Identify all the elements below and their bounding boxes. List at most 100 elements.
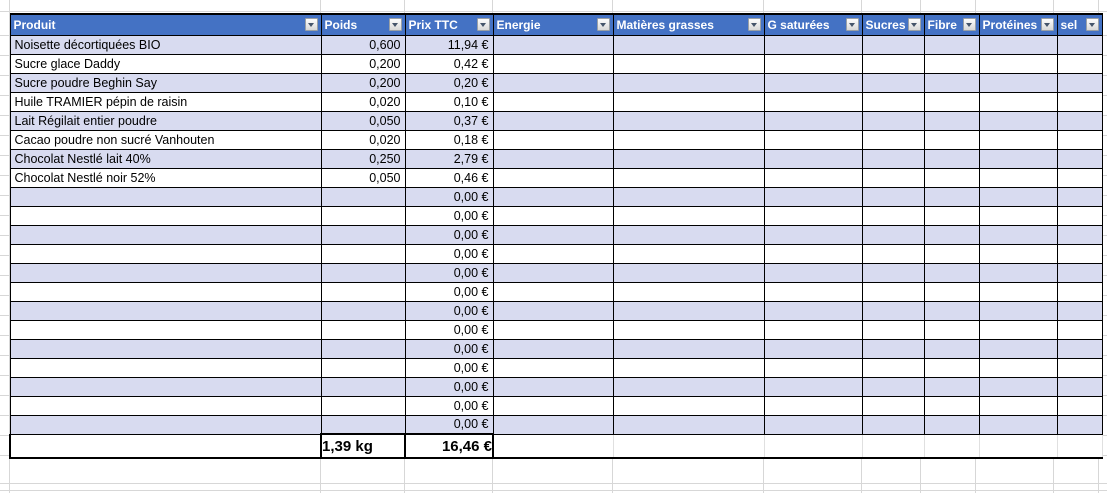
cell-produit[interactable] [9, 243, 322, 264]
cell-g_saturees[interactable] [763, 338, 863, 359]
column-header-prix-ttc[interactable]: Prix TTC [404, 13, 494, 36]
cell-poids[interactable] [320, 262, 406, 283]
cell-poids[interactable] [320, 338, 406, 359]
cell-prix[interactable]: 0,00 € [404, 300, 494, 321]
cell-sucres[interactable] [861, 110, 925, 131]
totals-empty-cell[interactable] [9, 433, 321, 459]
cell-poids[interactable]: 0,020 [320, 129, 406, 150]
cell-poids[interactable]: 0,200 [320, 53, 406, 74]
cell-proteines[interactable] [978, 319, 1058, 340]
cell-g_saturees[interactable] [763, 148, 863, 169]
cell-sucres[interactable] [861, 338, 925, 359]
cell-energie[interactable] [492, 243, 614, 264]
cell-sucres[interactable] [861, 319, 925, 340]
cell-fibre[interactable] [923, 414, 980, 435]
cell-produit[interactable]: Chocolat Nestlé noir 52% [9, 167, 322, 188]
cell-energie[interactable] [492, 34, 614, 55]
cell-fibre[interactable] [923, 72, 980, 93]
cell-sel[interactable] [1056, 53, 1103, 74]
cell-prix[interactable]: 0,00 € [404, 281, 494, 302]
cell-matieres_grasses[interactable] [612, 357, 765, 378]
cell-prix[interactable]: 11,94 € [404, 34, 494, 55]
cell-proteines[interactable] [978, 110, 1058, 131]
cell-prix[interactable]: 0,20 € [404, 72, 494, 93]
cell-fibre[interactable] [923, 338, 980, 359]
cell-g_saturees[interactable] [763, 243, 863, 264]
cell-energie[interactable] [492, 167, 614, 188]
cell-fibre[interactable] [923, 148, 980, 169]
cell-fibre[interactable] [923, 110, 980, 131]
cell-sel[interactable] [1056, 395, 1103, 416]
totals-blank-cell[interactable] [978, 434, 1058, 459]
cell-matieres_grasses[interactable] [612, 243, 765, 264]
cell-produit[interactable]: Chocolat Nestlé lait 40% [9, 148, 322, 169]
cell-poids[interactable] [320, 281, 406, 302]
cell-fibre[interactable] [923, 243, 980, 264]
cell-g_saturees[interactable] [763, 186, 863, 207]
cell-proteines[interactable] [978, 224, 1058, 245]
cell-matieres_grasses[interactable] [612, 148, 765, 169]
cell-proteines[interactable] [978, 300, 1058, 321]
cell-produit[interactable]: Lait Régilait entier poudre [9, 110, 322, 131]
cell-proteines[interactable] [978, 262, 1058, 283]
cell-prix[interactable]: 0,00 € [404, 395, 494, 416]
cell-g_saturees[interactable] [763, 376, 863, 397]
cell-matieres_grasses[interactable] [612, 167, 765, 188]
column-header-matieres-grasses[interactable]: Matières grasses [612, 13, 765, 36]
totals-blank-cell[interactable] [763, 434, 863, 459]
cell-produit[interactable] [9, 395, 322, 416]
cell-energie[interactable] [492, 224, 614, 245]
cell-matieres_grasses[interactable] [612, 91, 765, 112]
cell-proteines[interactable] [978, 148, 1058, 169]
column-header-sucres[interactable]: Sucres [861, 13, 925, 36]
cell-sucres[interactable] [861, 167, 925, 188]
column-header-g-saturees[interactable]: G saturées [763, 13, 863, 36]
cell-matieres_grasses[interactable] [612, 281, 765, 302]
filter-button-produit[interactable] [304, 18, 318, 32]
column-header-sel[interactable]: sel [1056, 13, 1103, 36]
cell-sucres[interactable] [861, 243, 925, 264]
cell-g_saturees[interactable] [763, 34, 863, 55]
cell-produit[interactable]: Sucre poudre Beghin Say [9, 72, 322, 93]
totals-blank-cell[interactable] [923, 434, 980, 459]
cell-poids[interactable] [320, 357, 406, 378]
cell-sucres[interactable] [861, 414, 925, 435]
cell-sel[interactable] [1056, 376, 1103, 397]
cell-proteines[interactable] [978, 338, 1058, 359]
cell-fibre[interactable] [923, 224, 980, 245]
cell-energie[interactable] [492, 205, 614, 226]
cell-g_saturees[interactable] [763, 300, 863, 321]
cell-poids[interactable]: 0,600 [320, 34, 406, 55]
cell-sucres[interactable] [861, 395, 925, 416]
totals-blank-cell[interactable] [861, 434, 925, 459]
cell-prix[interactable]: 2,79 € [404, 148, 494, 169]
cell-matieres_grasses[interactable] [612, 300, 765, 321]
cell-sucres[interactable] [861, 91, 925, 112]
cell-sel[interactable] [1056, 91, 1103, 112]
cell-sel[interactable] [1056, 338, 1103, 359]
column-header-fibre[interactable]: Fibre [923, 13, 980, 36]
cell-proteines[interactable] [978, 395, 1058, 416]
cell-sel[interactable] [1056, 262, 1103, 283]
cell-energie[interactable] [492, 300, 614, 321]
cell-proteines[interactable] [978, 129, 1058, 150]
cell-sel[interactable] [1056, 110, 1103, 131]
cell-poids[interactable] [320, 243, 406, 264]
cell-g_saturees[interactable] [763, 262, 863, 283]
cell-matieres_grasses[interactable] [612, 262, 765, 283]
cell-produit[interactable] [9, 224, 322, 245]
cell-produit[interactable] [9, 338, 322, 359]
cell-poids[interactable] [320, 414, 406, 435]
cell-poids[interactable]: 0,200 [320, 72, 406, 93]
cell-energie[interactable] [492, 148, 614, 169]
cell-produit[interactable] [9, 262, 322, 283]
cell-prix[interactable]: 0,00 € [404, 186, 494, 207]
cell-poids[interactable]: 0,250 [320, 148, 406, 169]
cell-proteines[interactable] [978, 414, 1058, 435]
cell-matieres_grasses[interactable] [612, 53, 765, 74]
cell-prix[interactable]: 0,00 € [404, 376, 494, 397]
cell-produit[interactable] [9, 186, 322, 207]
cell-energie[interactable] [492, 262, 614, 283]
cell-sucres[interactable] [861, 376, 925, 397]
cell-energie[interactable] [492, 72, 614, 93]
